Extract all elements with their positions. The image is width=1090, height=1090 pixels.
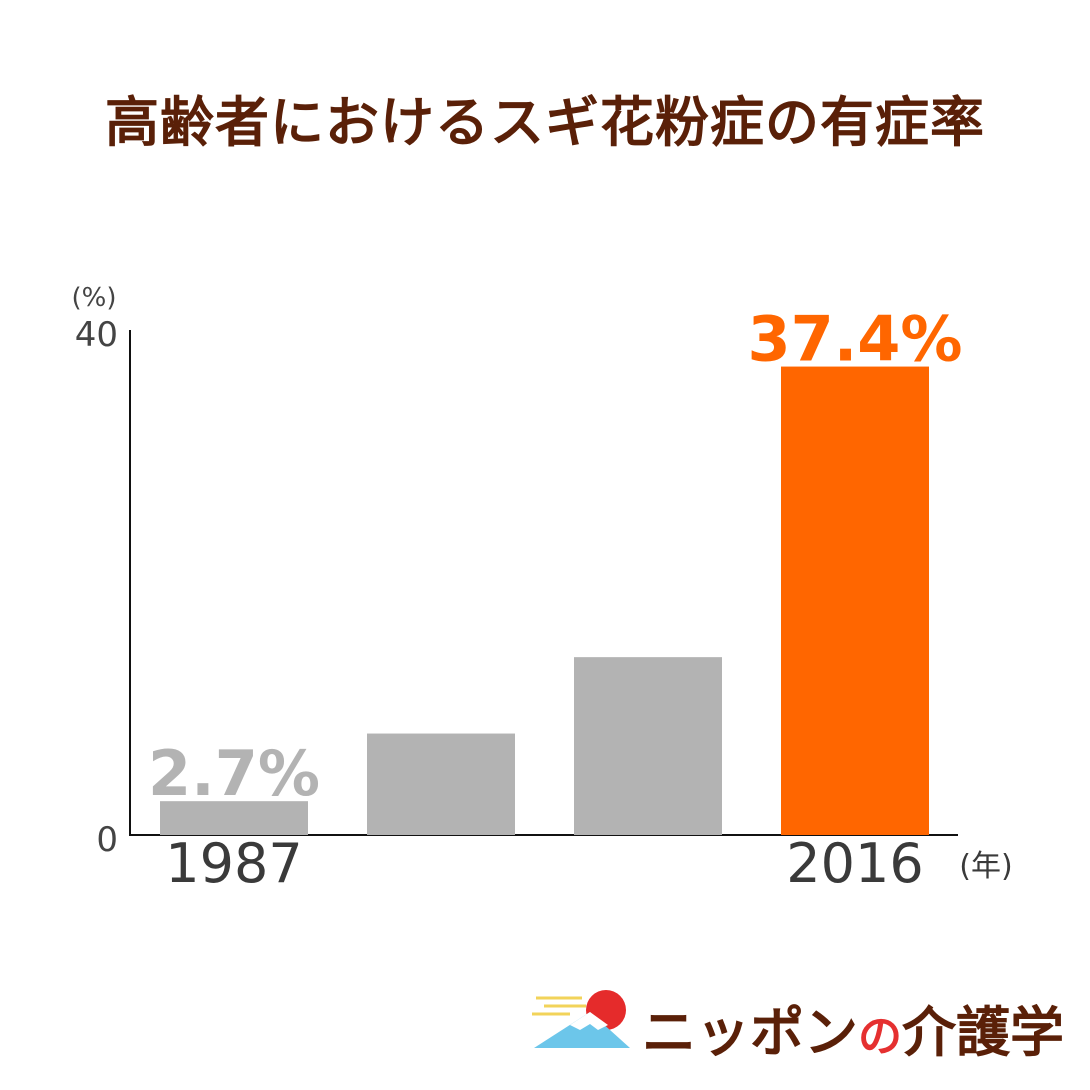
x-tick-labels: 1987 2016 — [165, 832, 923, 895]
y-tick-bottom: 0 — [96, 820, 118, 860]
x-unit-label: (年) — [959, 849, 1012, 884]
bar-1 — [160, 801, 308, 835]
bar-2 — [367, 733, 515, 835]
data-label-4: 37.4% — [747, 303, 962, 376]
logo-text-no: の — [858, 1011, 902, 1062]
x-tick-1987: 1987 — [165, 832, 302, 895]
data-label-1: 2.7% — [148, 737, 320, 810]
bar-chart: (%) 40 0 1987 2016 2.7% 37.4% (年) — [72, 283, 1013, 895]
data-labels: 2.7% 37.4% — [148, 303, 963, 811]
chart-title: 高齢者におけるスギ花粉症の有症率 — [105, 91, 985, 154]
y-unit-label: (%) — [72, 283, 117, 313]
logo-text-nippon: ニッポン — [642, 1001, 858, 1064]
bar-4 — [781, 366, 929, 835]
bar-3 — [574, 657, 722, 835]
logo-text: ニッポンの介護学 — [642, 988, 1064, 1067]
logo-text-kaigogaku: 介護学 — [902, 1001, 1064, 1064]
x-tick-2016: 2016 — [786, 832, 923, 895]
logo: ニッポンの介護学 — [530, 982, 1070, 1064]
mount-fuji-sun-icon — [532, 990, 630, 1048]
bars — [160, 366, 929, 835]
y-tick-top: 40 — [75, 315, 118, 355]
